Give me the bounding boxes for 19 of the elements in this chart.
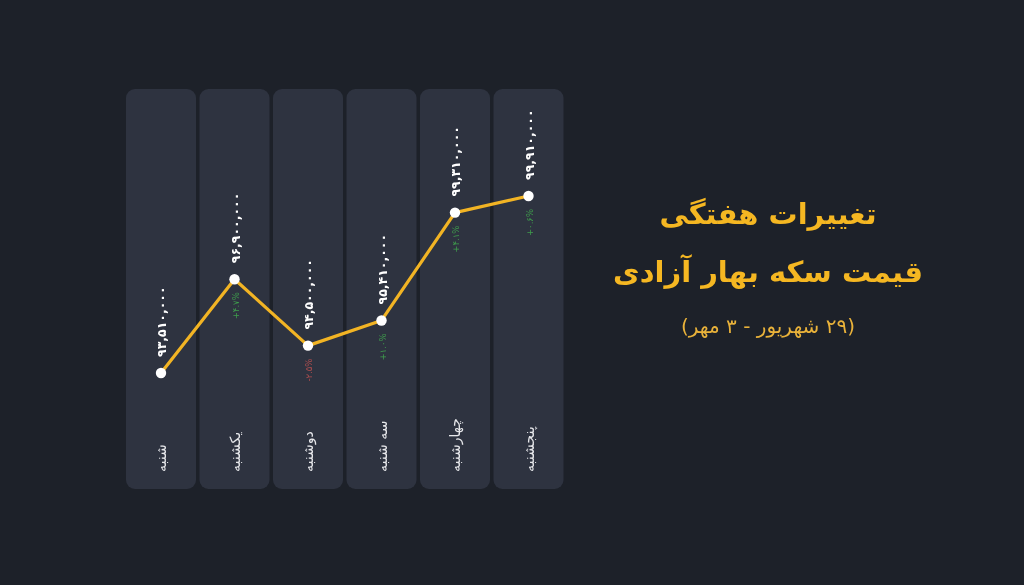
data-label: ۹۳,۵۱۰,۰۰۰ — [154, 286, 169, 357]
data-label: ۹۵,۴۱۰,۰۰۰ — [374, 233, 390, 305]
annotation: +۰.۶% — [524, 209, 535, 237]
x-tick-label: سه شنبه — [373, 420, 390, 472]
x-tick-label: چهارشنبه — [447, 418, 464, 472]
annotation: +۴.۷% — [230, 292, 241, 320]
data-label: ۹۴,۵۰۰,۰۰۰ — [301, 259, 316, 330]
x-tick-label: پنجشنبه — [520, 426, 538, 472]
text: (۲۹ شهریور - ۳ مهر) — [680, 314, 856, 338]
annotation: +۱.۰% — [377, 333, 388, 361]
text: تغییرات هفتگی قیمت سکه بهار آزادی — [613, 197, 923, 289]
annotation: +۴.۱% — [451, 225, 461, 253]
x-tick-label: شنبه — [153, 444, 169, 472]
x-tick-label: دوشنبه — [300, 431, 317, 472]
data-label: ۹۹,۹۱۰,۰۰۰ — [521, 109, 537, 180]
data-label: ۹۹,۳۱۰,۰۰۰ — [448, 126, 463, 197]
data-label: ۹۶,۹۰۰,۰۰۰ — [227, 192, 243, 264]
x-tick-label: یکشنبه — [226, 431, 243, 472]
annotation: -۲.۵% — [304, 358, 314, 382]
